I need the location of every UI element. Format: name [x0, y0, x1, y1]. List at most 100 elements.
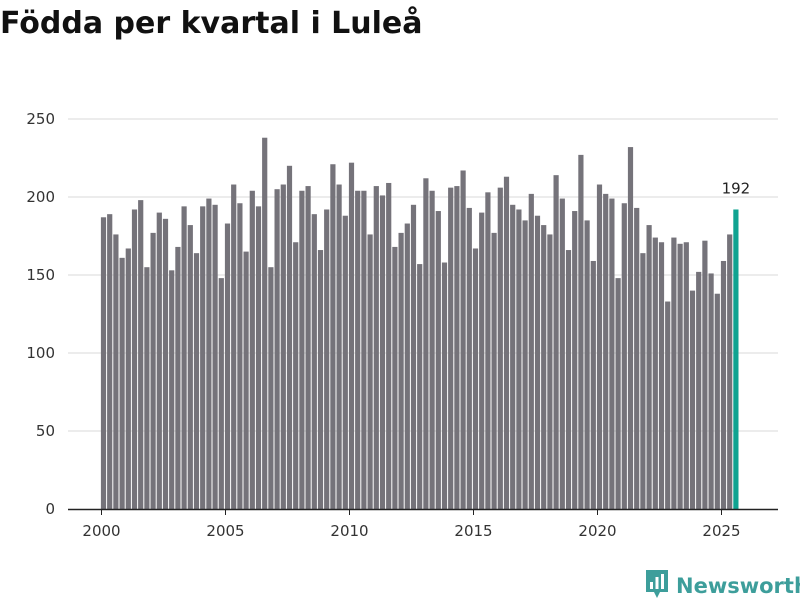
bars [100, 137, 739, 510]
bar [243, 251, 249, 509]
bar [534, 215, 541, 509]
bar [125, 248, 131, 510]
bar [255, 206, 262, 510]
bar [138, 200, 144, 509]
bar [485, 192, 491, 509]
bar [268, 267, 274, 509]
bar [324, 209, 330, 510]
bar [373, 186, 379, 509]
bar [547, 234, 553, 509]
bar [404, 223, 410, 509]
bar [274, 189, 280, 509]
bar [417, 264, 423, 509]
y-tick-label: 50 [36, 422, 55, 440]
bar [355, 190, 361, 509]
bar [410, 204, 417, 510]
bar [305, 186, 311, 509]
bar [231, 184, 237, 509]
bar [224, 223, 231, 509]
bar [590, 260, 596, 509]
brand-name: Newsworthy [676, 574, 800, 598]
bar [541, 225, 547, 509]
bar [640, 253, 646, 509]
bar [280, 184, 286, 509]
bar [503, 176, 510, 509]
bar [392, 246, 398, 510]
bar [702, 240, 708, 509]
bar [193, 253, 200, 509]
bar [677, 243, 683, 510]
bar [348, 162, 355, 509]
bar [460, 170, 466, 510]
bar [441, 262, 448, 509]
x-tick-label: 2000 [82, 522, 120, 540]
bar [156, 212, 162, 509]
bar [522, 220, 528, 509]
bar [596, 184, 603, 509]
bar [398, 232, 404, 509]
bar [206, 198, 212, 509]
bar [609, 198, 615, 509]
x-tick-label: 2010 [330, 522, 368, 540]
x-tick-label: 2020 [578, 522, 616, 540]
bar [200, 206, 206, 510]
bar [386, 182, 392, 509]
bar [311, 214, 317, 509]
bar [181, 206, 187, 510]
bar [237, 203, 243, 510]
bar [689, 290, 696, 509]
bar [218, 278, 224, 509]
bar [658, 242, 665, 510]
bar [510, 204, 516, 510]
bar [162, 218, 169, 509]
newsworthy-logo: Newsworthy [644, 568, 800, 604]
bar [516, 209, 522, 510]
bar [497, 187, 503, 509]
chart-title: Födda per kvartal i Luleå [0, 6, 423, 41]
bar [212, 204, 218, 510]
bar [249, 190, 255, 509]
bar [336, 184, 342, 509]
bar [107, 214, 113, 509]
bar [379, 195, 386, 509]
bar [435, 211, 441, 510]
bar [621, 203, 627, 510]
bar [572, 211, 578, 510]
bar [528, 193, 534, 509]
bar-chart: 0 50 100 150 200 250 2000 2005 2010 2015 2020 2025… [26, 110, 778, 540]
bar [615, 278, 621, 509]
bar [317, 250, 324, 510]
chart-logo-icon [644, 568, 670, 604]
bar [652, 237, 658, 509]
bar [696, 271, 702, 509]
bar [627, 147, 634, 509]
x-tick-label: 2025 [702, 522, 740, 540]
bar [330, 164, 336, 510]
bar [727, 234, 733, 509]
bar [286, 165, 293, 510]
y-tick-label: 250 [26, 110, 55, 128]
bar [429, 190, 435, 509]
bar [665, 301, 671, 509]
bar [578, 154, 584, 509]
bar [466, 207, 472, 510]
bar [293, 242, 299, 510]
bar [553, 175, 559, 509]
x-tick-label: 2015 [454, 522, 492, 540]
bar [367, 234, 373, 509]
bar [150, 232, 156, 509]
last-value-label: 192 [722, 179, 751, 197]
bar [423, 178, 429, 509]
y-tick-label: 150 [26, 266, 55, 284]
bar [169, 270, 175, 509]
bar [646, 225, 652, 509]
y-tick-label: 100 [26, 344, 55, 362]
bar [342, 215, 348, 509]
y-axis-ticks: 0 50 100 150 200 250 [26, 110, 55, 518]
bar [683, 242, 689, 510]
bar [131, 209, 138, 510]
bar [262, 137, 268, 509]
bar [454, 186, 460, 509]
bar [491, 232, 497, 509]
bar [708, 273, 714, 509]
